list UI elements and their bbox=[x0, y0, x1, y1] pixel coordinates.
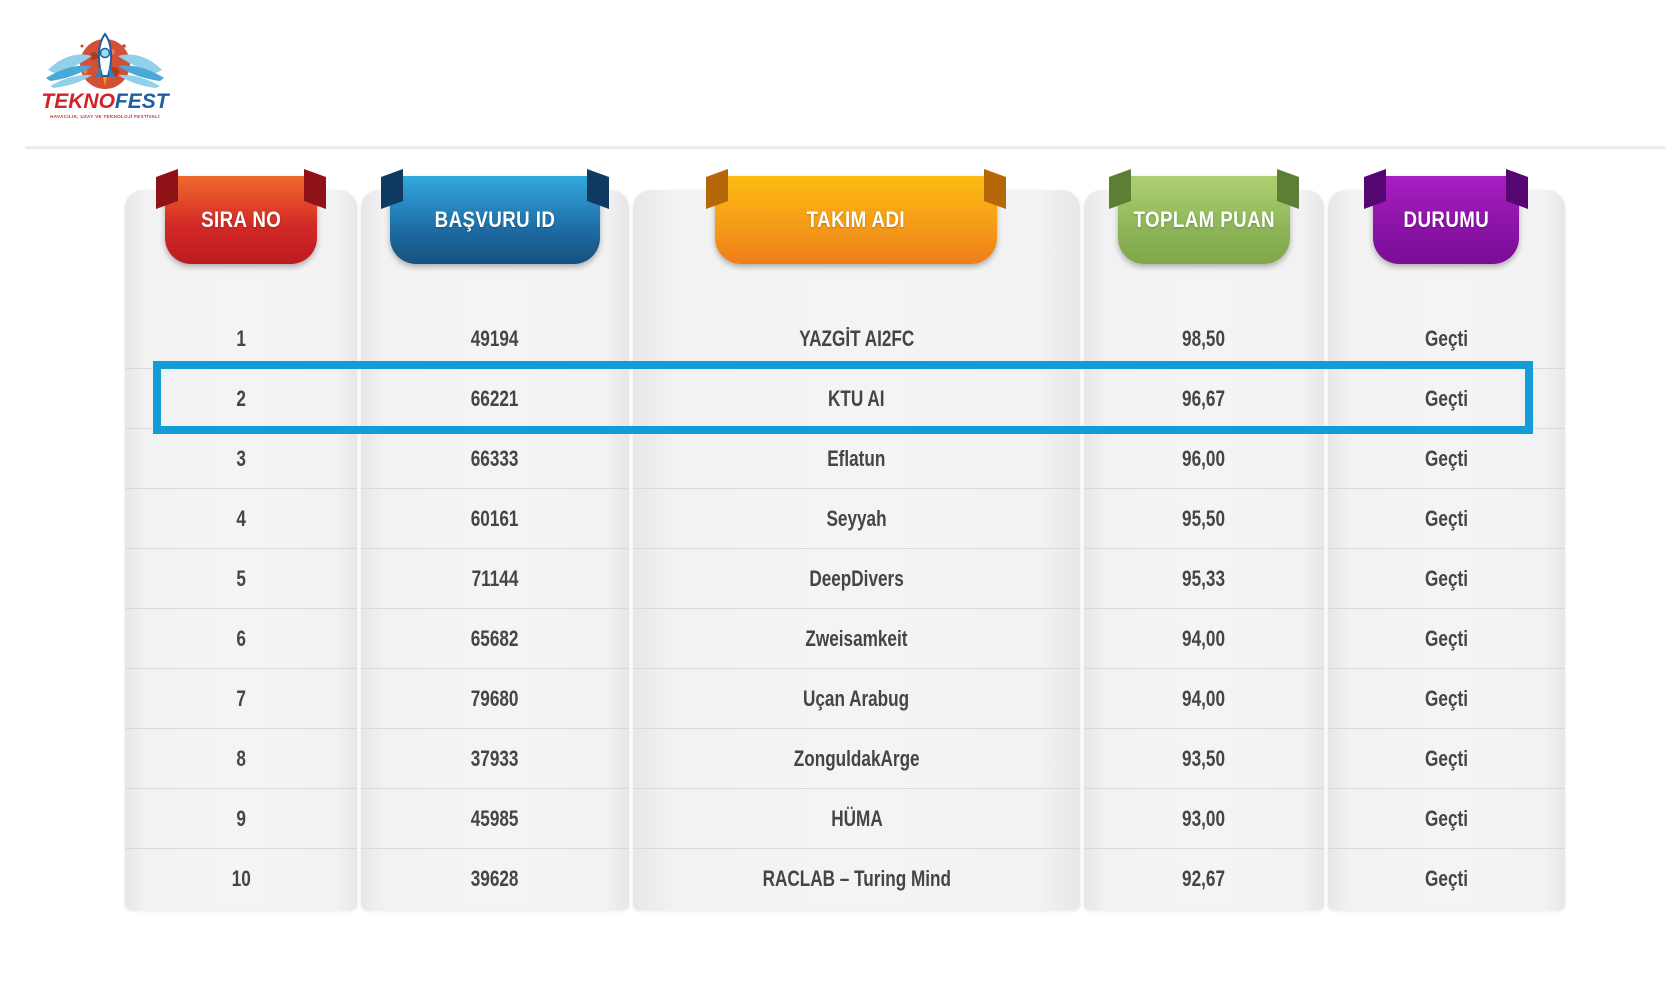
cell-puan: 98,50 bbox=[1084, 309, 1324, 369]
cell-puan: 94,00 bbox=[1084, 609, 1324, 669]
cell-sira: 5 bbox=[125, 549, 357, 609]
header-divider bbox=[25, 146, 1666, 149]
ribbon-toplam-puan-label: TOPLAM PUAN bbox=[1133, 207, 1275, 232]
ribbon-durumu-label: DURUMU bbox=[1403, 207, 1489, 232]
cell-basvuru: 49194 bbox=[361, 309, 629, 369]
column-sira-no: 1 2 3 4 5 6 7 8 9 10 bbox=[125, 190, 357, 910]
column-basvuru-id-rows: 49194 66221 66333 60161 71144 65682 7968… bbox=[361, 309, 629, 909]
svg-text:TEKNOFEST: TEKNOFEST bbox=[41, 90, 170, 113]
logo-text-fest: FEST bbox=[115, 90, 170, 113]
column-durumu: Geçti Geçti Geçti Geçti Geçti Geçti Geçt… bbox=[1328, 190, 1565, 910]
cell-takim: Seyyah bbox=[633, 489, 1080, 549]
cell-basvuru: 66333 bbox=[361, 429, 629, 489]
cell-takim: Uçan Arabug bbox=[633, 669, 1080, 729]
ribbon-sira-no: SIRA NO bbox=[165, 176, 317, 264]
cell-basvuru: 71144 bbox=[361, 549, 629, 609]
cell-puan: 95,33 bbox=[1084, 549, 1324, 609]
highlight-box bbox=[153, 361, 1533, 434]
column-toplam-puan: 98,50 96,67 96,00 95,50 95,33 94,00 94,0… bbox=[1084, 190, 1324, 910]
cell-sira: 1 bbox=[125, 309, 357, 369]
cell-basvuru: 65682 bbox=[361, 609, 629, 669]
cell-takim: Zweisamkeit bbox=[633, 609, 1080, 669]
cell-sira: 3 bbox=[125, 429, 357, 489]
cell-sira: 8 bbox=[125, 729, 357, 789]
cell-sira: 7 bbox=[125, 669, 357, 729]
cell-takim: ZonguldakArge bbox=[633, 729, 1080, 789]
cell-durum: Geçti bbox=[1328, 309, 1565, 369]
ribbon-sira-no-label: SIRA NO bbox=[200, 207, 282, 232]
cell-durum: Geçti bbox=[1328, 729, 1565, 789]
cell-takim: DeepDivers bbox=[633, 549, 1080, 609]
cell-takim: HÜMA bbox=[633, 789, 1080, 849]
cell-sira: 4 bbox=[125, 489, 357, 549]
cell-durum: Geçti bbox=[1425, 866, 1468, 891]
cell-durum: Geçti bbox=[1328, 489, 1565, 549]
cell-durum: Geçti bbox=[1328, 609, 1565, 669]
ribbon-takim-adi: TAKIM ADI bbox=[715, 176, 997, 264]
cell-durum: Geçti bbox=[1328, 429, 1565, 489]
column-durumu-rows: Geçti Geçti Geçti Geçti Geçti Geçti Geçt… bbox=[1328, 309, 1565, 909]
cell-basvuru: 79680 bbox=[361, 669, 629, 729]
cell-puan: 96,00 bbox=[1084, 429, 1324, 489]
cell-sira: 9 bbox=[125, 789, 357, 849]
ribbon-durumu: DURUMU bbox=[1373, 176, 1519, 264]
column-toplam-puan-rows: 98,50 96,67 96,00 95,50 95,33 94,00 94,0… bbox=[1084, 309, 1324, 909]
cell-durum: Geçti bbox=[1328, 669, 1565, 729]
column-takim-adi: YAZGİT AI2FC KTU AI Eflatun Seyyah DeepD… bbox=[633, 190, 1080, 910]
cell-basvuru: 60161 bbox=[361, 489, 629, 549]
cell-puan: 93,00 bbox=[1084, 789, 1324, 849]
ribbon-basvuru-id-label: BAŞVURU ID bbox=[434, 207, 556, 232]
cell-basvuru: 45985 bbox=[361, 789, 629, 849]
cell-puan: 95,50 bbox=[1084, 489, 1324, 549]
logo-tagline: HAVACILIK, UZAY VE TEKNOLOJİ FESTİVALİ bbox=[50, 113, 160, 119]
cell-takim: YAZGİT AI2FC bbox=[633, 309, 1080, 369]
ribbon-takim-adi-label: TAKIM ADI bbox=[806, 207, 906, 232]
cell-puan: 94,00 bbox=[1084, 669, 1324, 729]
rocket-wings-icon: TEKNOFEST HAVACILIK, UZAY VE TEKNOLOJİ F… bbox=[41, 32, 171, 119]
column-takim-adi-rows: YAZGİT AI2FC KTU AI Eflatun Seyyah DeepD… bbox=[633, 309, 1080, 909]
cell-takim: RACLAB – Turing Mind bbox=[762, 866, 951, 891]
ribbon-basvuru-id: BAŞVURU ID bbox=[390, 176, 600, 264]
cell-puan: 92,67 bbox=[1182, 866, 1226, 891]
logo-text-tekno: TEKNO bbox=[41, 90, 115, 113]
cell-puan: 93,50 bbox=[1084, 729, 1324, 789]
cell-durum: Geçti bbox=[1328, 789, 1565, 849]
column-basvuru-id: 49194 66221 66333 60161 71144 65682 7968… bbox=[361, 190, 629, 910]
teknofest-logo: TEKNOFEST HAVACILIK, UZAY VE TEKNOLOJİ F… bbox=[40, 26, 171, 134]
cell-sira: 10 bbox=[231, 866, 251, 891]
cell-basvuru: 39628 bbox=[471, 866, 519, 891]
ribbon-toplam-puan: TOPLAM PUAN bbox=[1118, 176, 1290, 264]
cell-basvuru: 37933 bbox=[361, 729, 629, 789]
cell-durum: Geçti bbox=[1328, 549, 1565, 609]
cell-sira: 6 bbox=[125, 609, 357, 669]
cell-takim: Eflatun bbox=[633, 429, 1080, 489]
